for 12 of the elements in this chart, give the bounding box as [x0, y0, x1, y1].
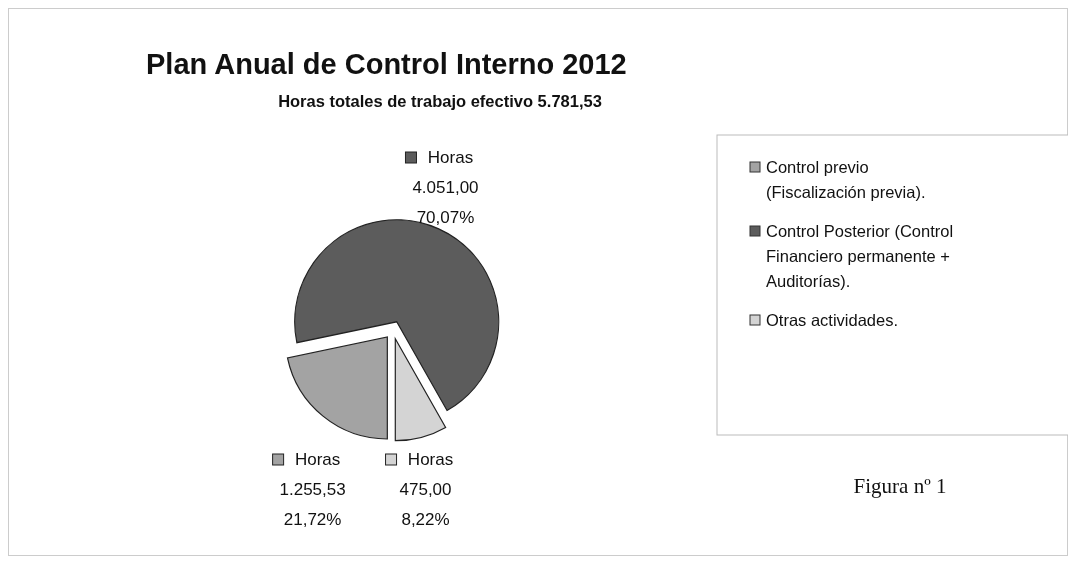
chart-subtitle: Horas totales de trabajo efectivo 5.781,53: [278, 92, 602, 110]
text: Figura nº 1: [853, 474, 947, 498]
text: Horas: [427, 148, 474, 167]
legend-label: Control previo (Fiscalización previa).: [766, 158, 926, 201]
legend-label: Horas: [294, 450, 341, 469]
data-label: 475,00 8,22%: [399, 480, 452, 529]
data-label: 1.255,53 21,72%: [279, 480, 346, 529]
legend-label: Control Posterior (Control Financiero permanente + Auditorías).: [766, 222, 954, 290]
legend-label: Otras actividades.: [766, 311, 899, 329]
text: Horas: [407, 450, 454, 469]
data-label: 4.051,00 70,07%: [412, 178, 479, 227]
chart-title: Plan Anual de Control Interno 2012: [146, 48, 627, 80]
